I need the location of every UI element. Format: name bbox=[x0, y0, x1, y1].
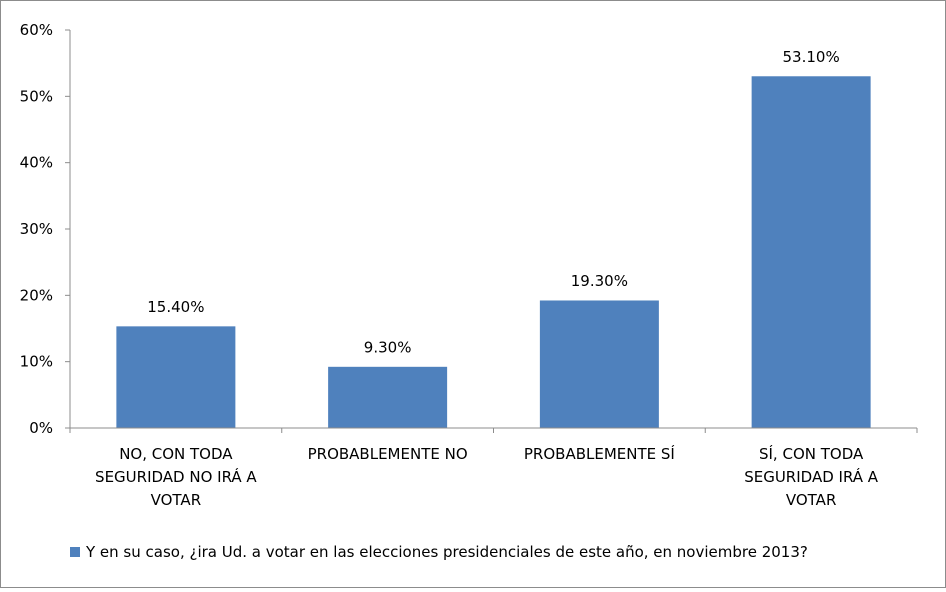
data-label: 19.30% bbox=[571, 272, 628, 290]
x-tick-label-line: PROBABLEMENTE NO bbox=[308, 445, 468, 463]
y-tick-label: 40% bbox=[20, 154, 53, 172]
legend-label: Y en su caso, ¿ira Ud. a votar en las el… bbox=[85, 543, 808, 561]
y-tick-label: 20% bbox=[20, 286, 53, 304]
bars: 15.40% 9.30% 19.30% 53.10% bbox=[115, 48, 872, 429]
y-tick-label: 30% bbox=[20, 220, 53, 238]
legend: Y en su caso, ¿ira Ud. a votar en las el… bbox=[70, 543, 808, 561]
x-tick-label-line: SEGURIDAD IRÁ A bbox=[744, 467, 879, 486]
x-tick-label-line: PROBABLEMENTE SÍ bbox=[524, 444, 675, 463]
x-tick-label-line: VOTAR bbox=[151, 491, 202, 509]
bar bbox=[750, 75, 872, 429]
legend-swatch bbox=[70, 547, 80, 557]
x-tick-label-line: SÍ, CON TODA bbox=[759, 444, 864, 463]
x-tick-label-line: VOTAR bbox=[786, 491, 837, 509]
data-label: 9.30% bbox=[364, 338, 412, 356]
bar bbox=[538, 299, 660, 429]
y-axis: 0% 10% 20% 30% 40% 50% 60% bbox=[20, 21, 71, 437]
y-tick-label: 10% bbox=[20, 353, 53, 371]
data-label: 53.10% bbox=[783, 48, 840, 66]
bar bbox=[115, 325, 237, 429]
x-tick-label-line: SEGURIDAD NO IRÁ A bbox=[95, 467, 257, 486]
x-tick-label: SÍ, CON TODA SEGURIDAD IRÁ A VOTAR bbox=[744, 444, 879, 509]
y-tick-label: 0% bbox=[29, 419, 53, 437]
data-label: 15.40% bbox=[147, 298, 204, 316]
x-tick-label-line: NO, CON TODA bbox=[119, 445, 233, 463]
bar bbox=[327, 365, 449, 429]
x-tick-label: PROBABLEMENTE NO bbox=[308, 445, 468, 463]
y-tick-label: 60% bbox=[20, 21, 53, 39]
x-axis: NO, CON TODA SEGURIDAD NO IRÁ A VOTAR PROBA… bbox=[69, 427, 918, 509]
x-tick-label: PROBABLEMENTE SÍ bbox=[524, 444, 675, 463]
x-tick-label: NO, CON TODA SEGURIDAD NO IRÁ A VOTAR bbox=[95, 445, 257, 509]
y-tick-label: 50% bbox=[20, 87, 53, 105]
